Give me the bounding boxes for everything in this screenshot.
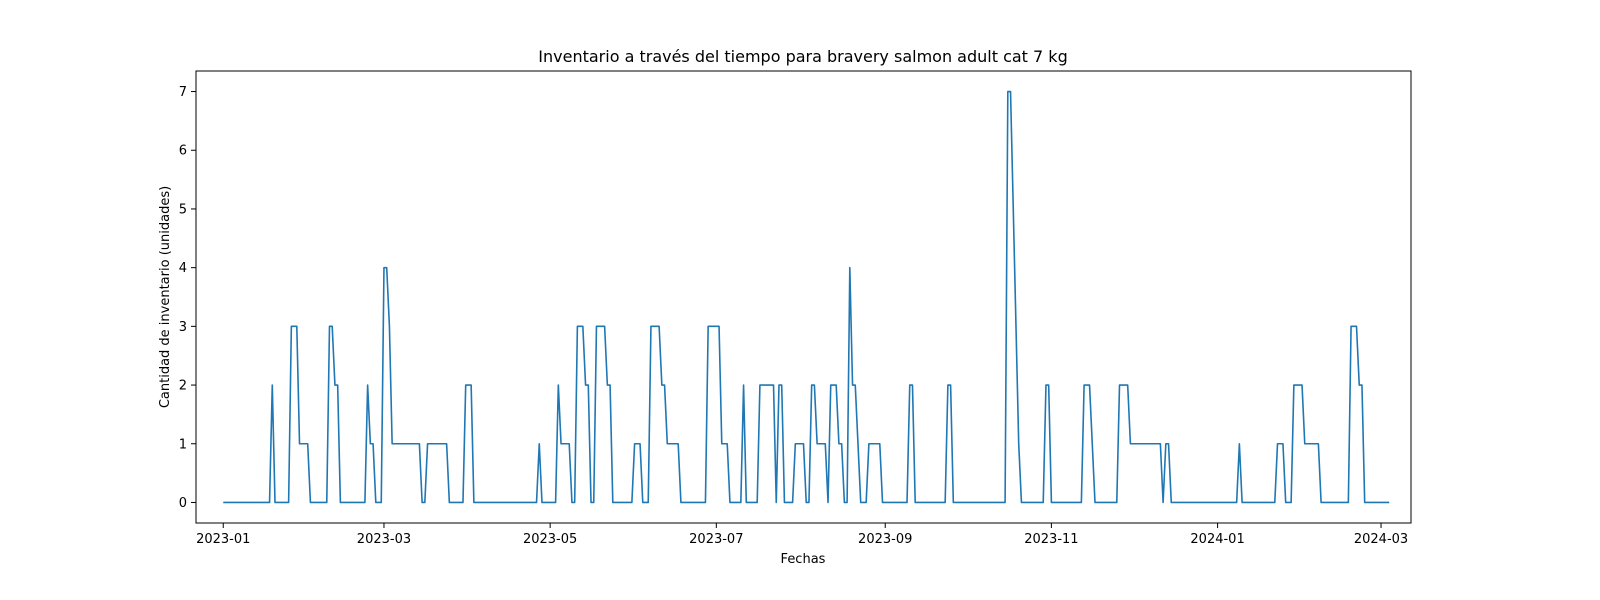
x-tick-label: 2023-03 (357, 532, 411, 547)
y-tick-label: 6 (179, 144, 187, 159)
y-tick-label: 2 (179, 379, 187, 394)
x-tick-label: 2023-07 (689, 532, 743, 547)
x-tick-label: 2023-11 (1024, 532, 1078, 547)
y-tick-label: 5 (179, 202, 187, 217)
y-axis-label: Cantidad de inventario (unidades) (158, 186, 173, 408)
plot-frame (195, 70, 1412, 524)
plot-area (223, 90, 1390, 504)
x-axis-label: Fechas (781, 552, 826, 567)
y-tick-label: 4 (179, 261, 187, 276)
x-tick-label: 2024-03 (1354, 532, 1408, 547)
y-tick-label: 0 (179, 496, 187, 511)
y-axis-ticks: 0 1 2 3 4 5 6 7 (179, 85, 196, 511)
inventory-series-line (223, 90, 1390, 504)
x-tick-label: 2024-01 (1190, 532, 1244, 547)
x-tick-label: 2023-05 (523, 532, 577, 547)
x-axis-ticks: 2023-01 2023-03 2023-05 2023-07 2023-09 2023-… (196, 523, 1408, 547)
y-tick-label: 3 (179, 320, 187, 335)
y-tick-label: 1 (179, 437, 187, 452)
y-tick-label: 7 (179, 85, 187, 100)
chart-title: Inventario a través del tiempo para brav… (538, 47, 1067, 66)
x-tick-label: 2023-01 (196, 532, 250, 547)
x-tick-label: 2023-09 (858, 532, 912, 547)
